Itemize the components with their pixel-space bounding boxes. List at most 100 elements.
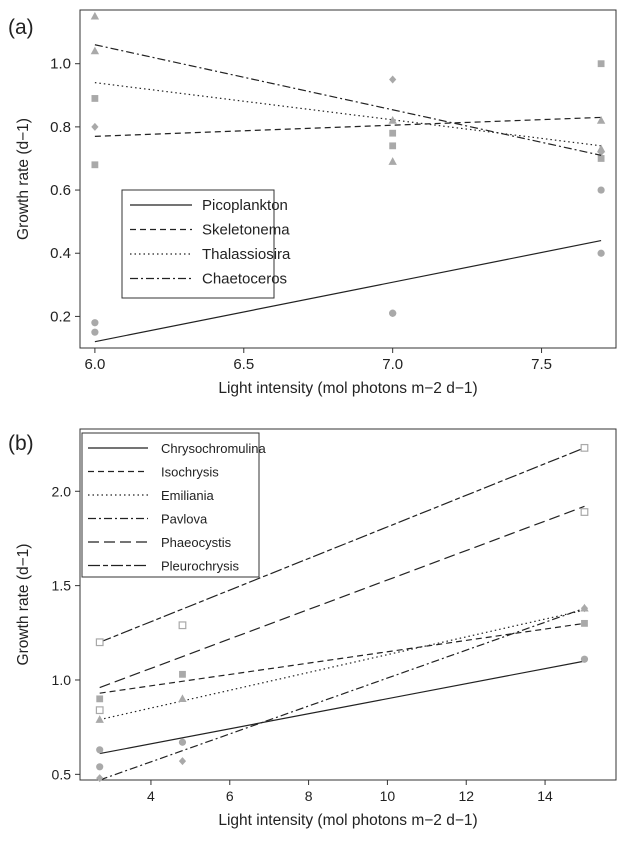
data-point bbox=[95, 715, 104, 723]
legend-label: Pleurochrysis bbox=[161, 559, 240, 574]
series-line bbox=[94, 44, 602, 156]
x-tick-label: 14 bbox=[537, 788, 553, 804]
data-point bbox=[91, 319, 99, 327]
panel-label: (b) bbox=[8, 432, 34, 455]
y-tick-label: 0.6 bbox=[50, 182, 71, 199]
y-tick-label: 1.0 bbox=[50, 56, 71, 73]
legend-label: Pavlova bbox=[161, 512, 208, 527]
data-point bbox=[91, 122, 99, 131]
data-point bbox=[388, 116, 397, 124]
series-pleurochrysis bbox=[95, 443, 589, 647]
x-tick-label: 10 bbox=[380, 788, 396, 804]
plot-frame bbox=[79, 428, 617, 781]
data-point bbox=[178, 621, 187, 630]
legend-box bbox=[81, 432, 260, 578]
data-point bbox=[597, 249, 605, 257]
data-point bbox=[178, 694, 187, 703]
panel-label: (a) bbox=[8, 16, 34, 39]
series-line bbox=[99, 660, 585, 755]
y-tick-label: 1.0 bbox=[52, 672, 72, 688]
data-point bbox=[389, 75, 397, 84]
legend-label: Chrysochromulina bbox=[161, 441, 267, 456]
data-point bbox=[596, 116, 606, 124]
x-tick-label: 6.5 bbox=[233, 356, 254, 373]
x-tick-label: 12 bbox=[458, 788, 474, 804]
data-point bbox=[389, 142, 397, 150]
y-tick-label: 1.5 bbox=[52, 578, 72, 594]
data-point bbox=[580, 655, 589, 663]
series-chrysochromulina bbox=[96, 655, 589, 771]
series-emiliania bbox=[95, 603, 589, 723]
data-point bbox=[388, 157, 397, 165]
y-tick-label: 2.0 bbox=[52, 483, 72, 499]
data-point bbox=[389, 129, 397, 137]
series-pavlova bbox=[96, 604, 589, 783]
data-point bbox=[95, 706, 104, 715]
series-chaetoceros bbox=[90, 11, 606, 165]
data-point bbox=[91, 95, 99, 102]
series-isochrysis bbox=[96, 619, 588, 703]
legend-label: Chaetoceros bbox=[202, 271, 287, 288]
data-point bbox=[178, 757, 187, 766]
data-point bbox=[95, 638, 104, 647]
series-line bbox=[99, 622, 585, 694]
data-point bbox=[597, 155, 605, 162]
chart-panel-b: (b) 4 6 8 10 12 14 0.5 1.0 1.5 2.0 Light intensity … bbox=[8, 428, 617, 829]
x-tick-label: 6 bbox=[226, 788, 234, 804]
series-line bbox=[94, 240, 602, 343]
y-axis-label: Growth rate (d−1) bbox=[15, 544, 32, 666]
data-point bbox=[580, 508, 589, 516]
legend: Picoplankton Skeletonema Thalassiosira Chae… bbox=[121, 189, 291, 299]
data-point bbox=[580, 604, 589, 613]
legend-box bbox=[121, 189, 275, 299]
plot-frame bbox=[79, 9, 617, 349]
series-line bbox=[99, 447, 585, 643]
data-point bbox=[91, 328, 99, 336]
series-picoplankton bbox=[91, 186, 605, 343]
x-axis-label: Light intensity (mol photons m−2 d−1) bbox=[218, 812, 477, 829]
x-axis-label: Light intensity (mol photons m−2 d−1) bbox=[218, 380, 477, 397]
series-line bbox=[99, 607, 585, 781]
data-point bbox=[96, 695, 104, 703]
x-tick-label: 7.0 bbox=[382, 356, 403, 373]
series-phaeocystis bbox=[95, 505, 589, 715]
y-tick-label: 0.2 bbox=[50, 308, 71, 325]
legend: Chrysochromulina Isochrysis Emiliania Pavlo… bbox=[81, 432, 267, 578]
legend-label: Thalassiosira bbox=[202, 246, 291, 263]
series-line bbox=[94, 82, 602, 147]
series-thalassiosira bbox=[91, 60, 605, 169]
data-point bbox=[581, 619, 588, 627]
x-tick-label: 8 bbox=[305, 788, 313, 804]
data-point bbox=[596, 144, 606, 153]
x-tick-label: 4 bbox=[147, 788, 155, 804]
x-tick-label: 7.5 bbox=[531, 356, 552, 373]
y-axis-label: Growth rate (d−1) bbox=[15, 118, 32, 240]
data-point bbox=[91, 161, 99, 169]
series-line bbox=[99, 505, 585, 689]
y-tick-label: 0.8 bbox=[50, 119, 71, 136]
data-point bbox=[96, 774, 104, 783]
chart-panel-a: (a) 6.0 6.5 7.0 7.5 0.2 0.4 0.6 0.8 1.0 Light inte… bbox=[8, 9, 617, 397]
series-skeletonema bbox=[91, 75, 605, 157]
data-point bbox=[389, 309, 397, 317]
y-tick-label: 0.5 bbox=[52, 766, 72, 782]
legend-label: Emiliania bbox=[161, 488, 215, 503]
legend-label: Isochrysis bbox=[161, 465, 219, 480]
y-tick-label: 0.4 bbox=[50, 245, 71, 262]
series-line bbox=[99, 609, 585, 721]
data-point bbox=[597, 60, 605, 68]
data-point bbox=[90, 11, 100, 20]
data-point bbox=[580, 443, 589, 452]
legend-label: Skeletonema bbox=[202, 222, 290, 239]
x-tick-label: 6.0 bbox=[84, 356, 105, 373]
data-point bbox=[179, 670, 186, 678]
data-point bbox=[96, 746, 104, 754]
data-point bbox=[90, 46, 100, 55]
data-point bbox=[96, 763, 104, 771]
legend-label: Phaeocystis bbox=[161, 535, 232, 550]
data-point bbox=[597, 186, 605, 194]
data-point bbox=[178, 738, 187, 746]
legend-label: Picoplankton bbox=[202, 197, 288, 214]
series-line bbox=[94, 116, 602, 137]
